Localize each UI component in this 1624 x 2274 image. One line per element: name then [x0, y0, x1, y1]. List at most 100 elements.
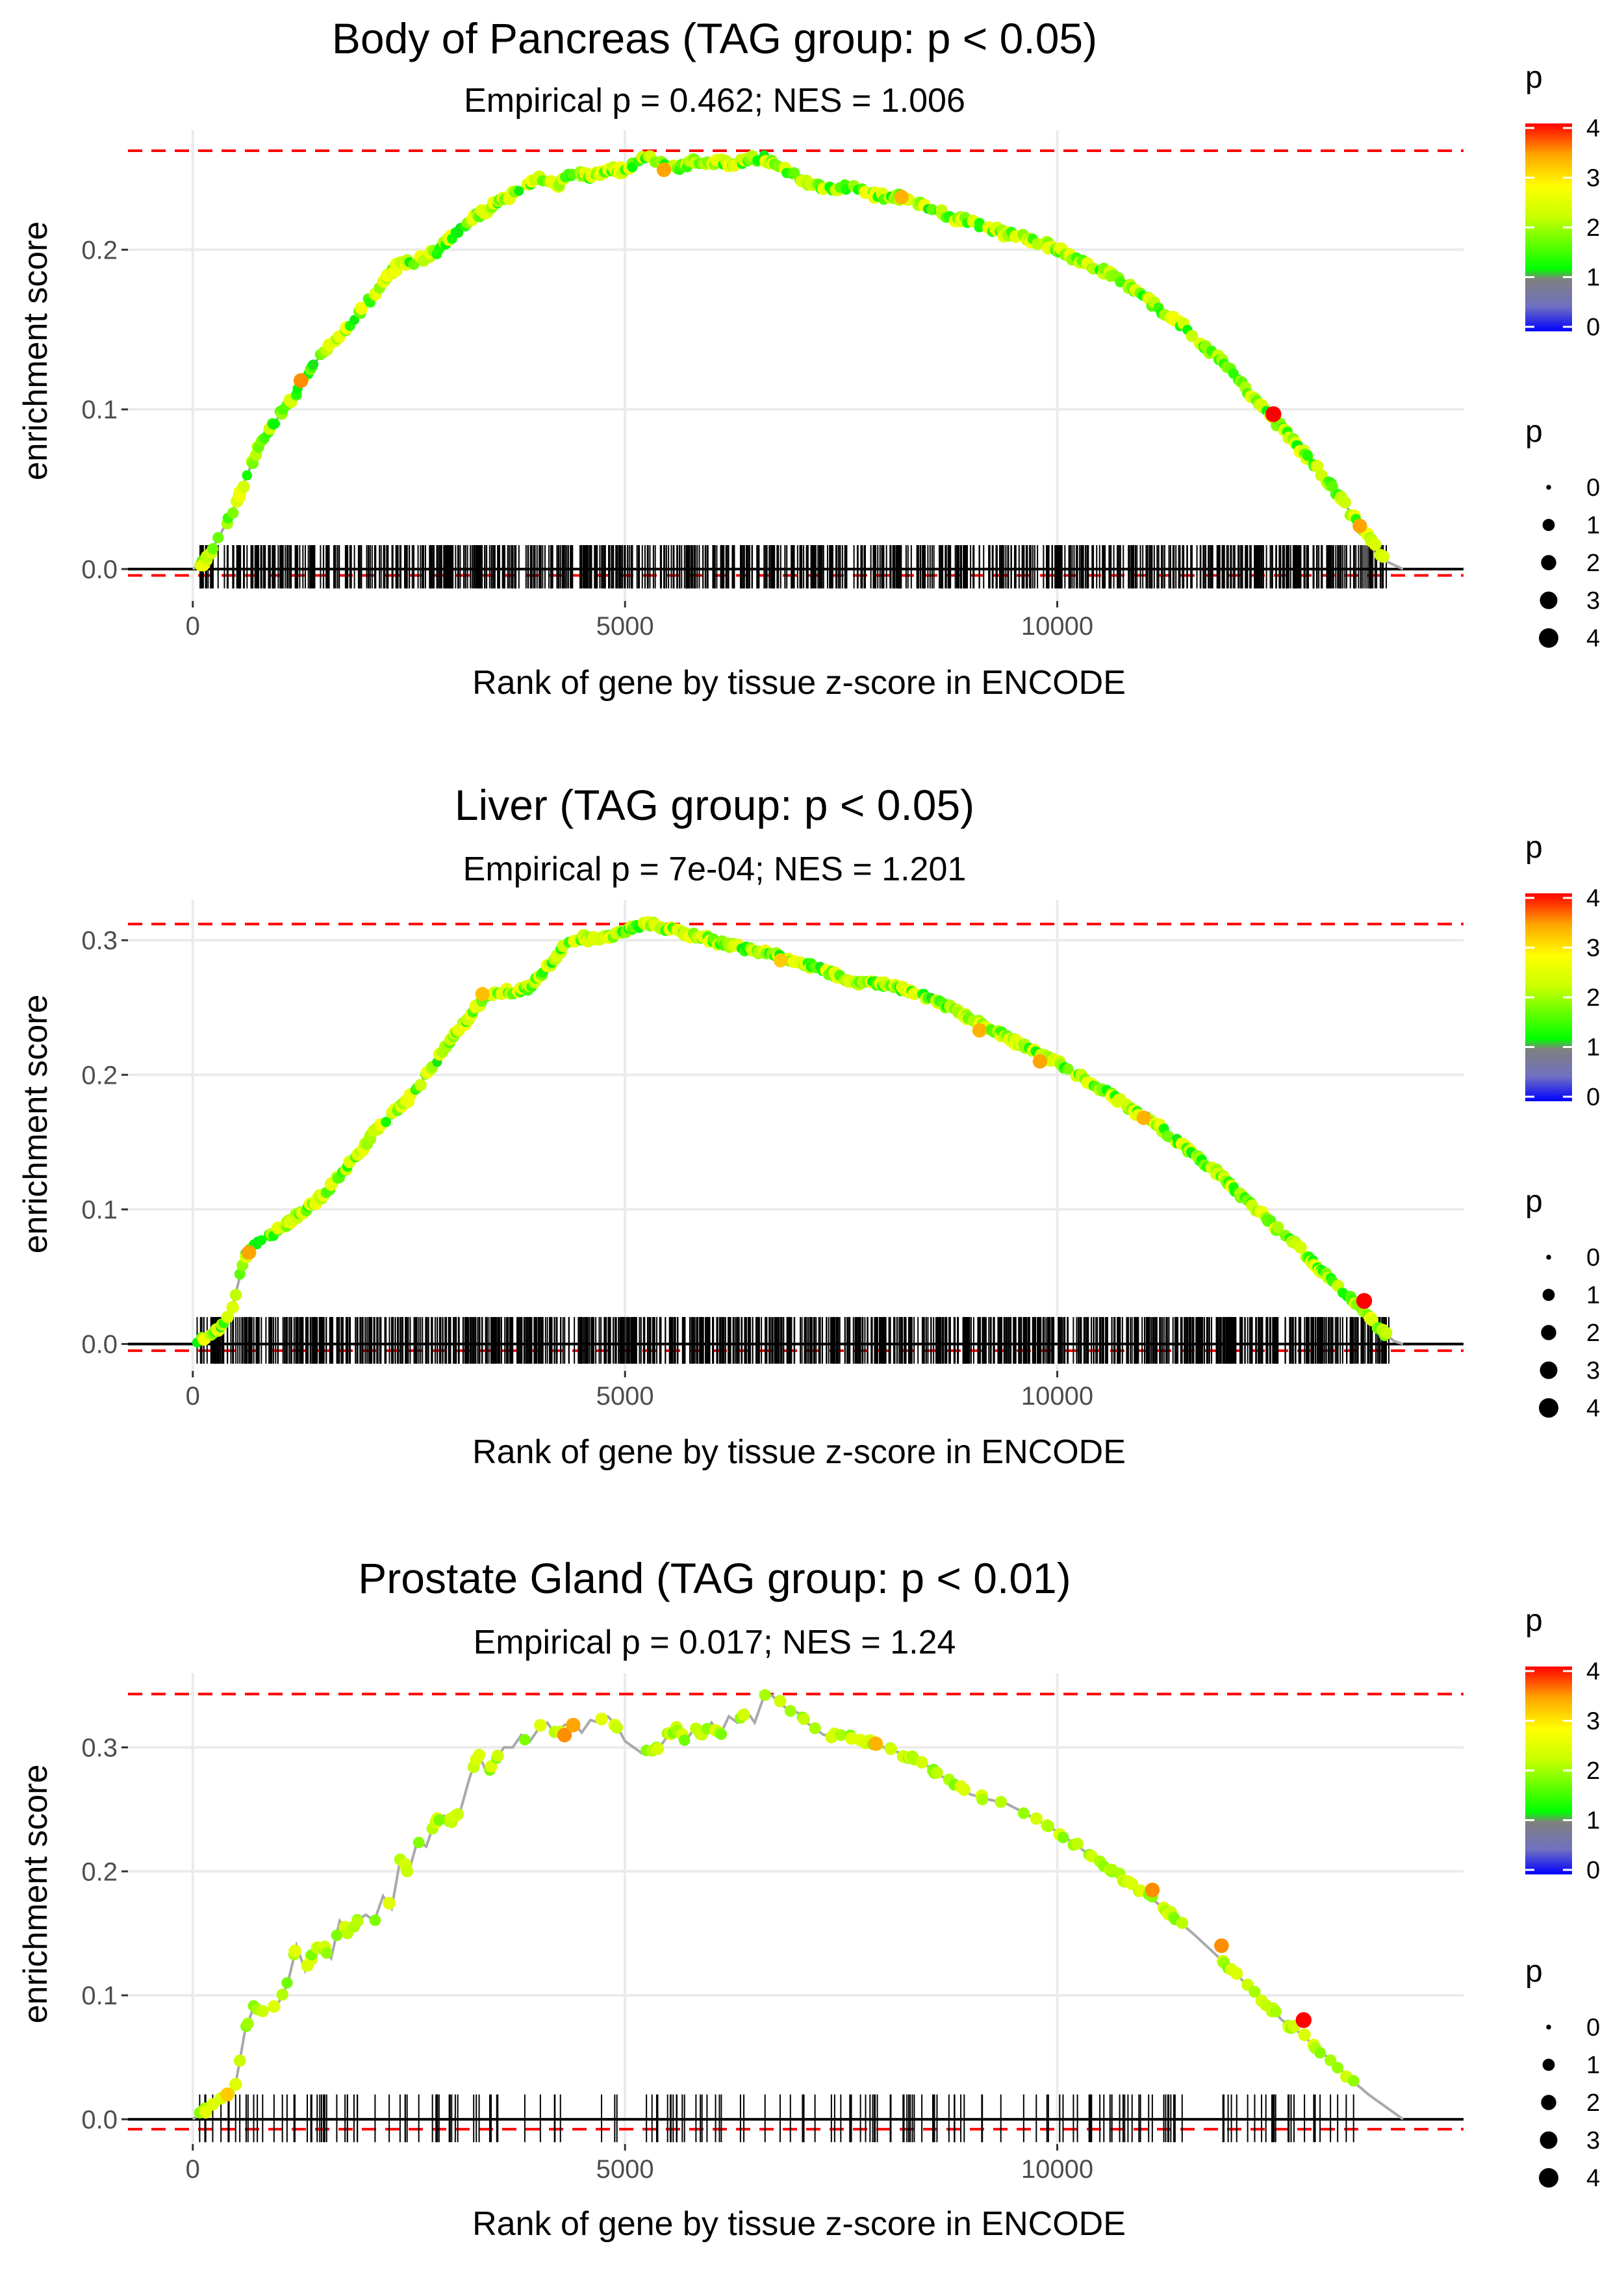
data-point: [233, 2054, 246, 2067]
size-legend-dot: [1540, 2131, 1558, 2149]
x-axis-label: Rank of gene by tissue z-score in ENCODE: [472, 664, 1126, 702]
color-legend-title: p: [1525, 1603, 1543, 1638]
data-point: [268, 2000, 281, 2013]
y-tick-label: 0.2: [81, 1858, 118, 1886]
data-point: [678, 1734, 691, 1746]
data-point-highlight: [869, 1736, 883, 1751]
reference-lines: [128, 149, 1464, 577]
gene-rug: [196, 1317, 1389, 1364]
data-point: [355, 301, 368, 315]
size-legend-dot: [1546, 1255, 1551, 1260]
grid: [128, 900, 1464, 1371]
data-point-highlight: [1356, 1293, 1373, 1309]
data-point: [1115, 276, 1126, 288]
x-tick-label: 0: [186, 2155, 200, 2184]
data-point: [1176, 1917, 1189, 1929]
x-axis-ticks: 0 5000 10000: [186, 1371, 1093, 1411]
data-point: [1338, 496, 1351, 509]
data-point-highlight: [1295, 2012, 1312, 2028]
size-legend-dot: [1542, 1288, 1555, 1301]
data-point: [331, 1929, 343, 1941]
data-point: [759, 1689, 771, 1701]
data-point: [1062, 1063, 1074, 1075]
data-point: [401, 1865, 414, 1878]
size-legend-dot: [1541, 555, 1556, 570]
size-legend-dot: [1539, 1398, 1558, 1418]
data-point: [207, 543, 219, 555]
data-point: [349, 314, 360, 326]
y-tick-label: 0.3: [81, 1733, 118, 1762]
data-point: [1017, 1807, 1030, 1819]
data-point-highlight: [972, 1023, 987, 1038]
data-point-highlight: [1136, 1110, 1151, 1125]
data-point: [288, 1945, 301, 1958]
data-point: [958, 1783, 971, 1796]
size-legend-label: 2: [1586, 1320, 1600, 1347]
data-point: [1310, 459, 1324, 473]
color-legend-label: 1: [1586, 264, 1600, 292]
data-point: [595, 1713, 608, 1726]
data-point-highlight: [894, 190, 909, 205]
size-legend-dot: [1539, 628, 1558, 648]
legends: p 0 1 2 3 4 p 0 1 2 3 4 p 0 1 2 3 4 p 0 1 2 3 4 p 0 1 2 3 4 p 0 1 2 3 4: [1525, 60, 1600, 2192]
color-legend-label: 3: [1586, 1708, 1600, 1735]
data-point: [381, 1117, 392, 1127]
data-point: [976, 1793, 989, 1806]
data-point: [485, 1760, 498, 1773]
size-legend-label: 1: [1586, 512, 1600, 539]
size-legend-dot: [1540, 591, 1558, 609]
size-legend-label: 3: [1586, 2127, 1600, 2154]
data-point: [534, 1718, 547, 1732]
data-point: [651, 1742, 665, 1756]
y-axis-label: enrichment score: [17, 995, 55, 1254]
size-legend-dot: [1541, 1325, 1556, 1340]
x-tick-label: 5000: [596, 1382, 654, 1411]
data-point-highlight: [557, 1728, 572, 1743]
reference-lines: [128, 923, 1464, 1352]
data-point: [234, 1268, 246, 1280]
y-tick-label: 0.0: [81, 2106, 118, 2134]
x-tick-label: 5000: [596, 2155, 654, 2184]
data-point: [433, 1814, 445, 1826]
data-point: [237, 480, 250, 493]
y-axis-label: enrichment score: [17, 222, 55, 481]
data-point: [229, 2078, 242, 2091]
data-point: [270, 418, 280, 429]
data-point: [221, 1310, 234, 1323]
enrichment-points: [192, 915, 1393, 1348]
data-point: [1302, 450, 1313, 461]
size-legend-label: 0: [1586, 474, 1600, 502]
data-point: [1314, 2047, 1326, 2059]
data-point: [242, 470, 253, 481]
y-tick-label: 0.0: [81, 1331, 118, 1359]
data-point: [309, 359, 319, 370]
y-tick-label: 0.0: [81, 556, 118, 584]
data-point: [1249, 1986, 1261, 1998]
color-legend-label: 3: [1586, 165, 1600, 192]
size-legend-dot: [1539, 2168, 1558, 2188]
data-point-highlight: [656, 162, 672, 177]
size-legend-title: p: [1525, 1954, 1543, 1989]
color-legend-title: p: [1525, 60, 1543, 95]
x-tick-label: 10000: [1021, 1382, 1093, 1411]
y-axis-label: enrichment score: [17, 1765, 55, 2024]
gene-rug: [199, 544, 1388, 589]
chart-subtitle: Empirical p = 7e-04; NES = 1.201: [463, 850, 967, 888]
data-point: [715, 1728, 728, 1741]
chart-panel-liver: Liver (TAG group: p < 0.05) Empirical p …: [17, 781, 1464, 1471]
data-point: [907, 987, 920, 1001]
data-point: [226, 1301, 239, 1314]
data-point: [1325, 2054, 1337, 2067]
data-point: [809, 1722, 821, 1735]
data-point: [1042, 1820, 1055, 1832]
size-legend-title: p: [1525, 415, 1543, 449]
data-point: [472, 1748, 486, 1762]
data-point: [519, 1733, 531, 1746]
size-legend-label: 1: [1586, 2052, 1600, 2079]
color-legend-label: 0: [1586, 1084, 1600, 1111]
chart-panel-body-of-pancreas: Body of Pancreas (TAG group: p < 0.05) E…: [17, 14, 1464, 702]
data-point: [229, 1288, 242, 1301]
enrichment-curve: [192, 1694, 1404, 2121]
data-point: [737, 1708, 750, 1721]
x-axis-label: Rank of gene by tissue z-score in ENCODE: [472, 2205, 1126, 2243]
